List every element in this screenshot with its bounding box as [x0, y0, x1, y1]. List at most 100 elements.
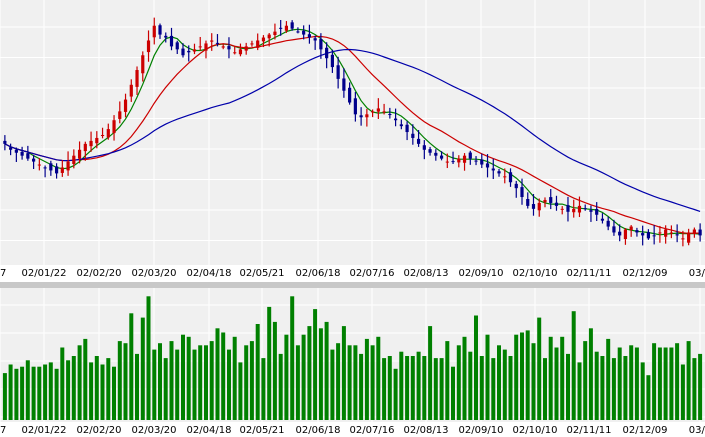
volume-bar	[307, 326, 312, 420]
candle-body	[641, 233, 645, 236]
volume-bar	[566, 353, 570, 420]
candle-body	[669, 232, 673, 234]
candle-body	[215, 42, 220, 44]
volume-bar	[675, 343, 680, 420]
candle-body	[32, 158, 36, 162]
volume-bar	[71, 356, 76, 420]
volume-bar	[152, 349, 157, 420]
panel-separator	[0, 282, 705, 288]
x-tick-label: 02/02/20	[77, 268, 122, 279]
candle-body	[520, 187, 524, 198]
volume-bar	[232, 336, 237, 420]
price-panel-background	[0, 0, 705, 265]
candle-body	[43, 167, 47, 169]
candle-body	[468, 152, 472, 159]
candle-body	[428, 149, 432, 153]
candle-body	[210, 40, 214, 42]
x-tick-label: 02/04/18	[187, 268, 232, 279]
volume-bar	[456, 345, 461, 420]
volume-bar	[204, 345, 208, 420]
volume-bar	[629, 345, 634, 420]
price-x-axis-labels: 7 02/01/22 02/02/20 02/03/20 02/04/18 02/05/2…	[0, 268, 705, 279]
candle-body	[623, 229, 628, 240]
volume-bar	[186, 336, 191, 420]
volume-bar	[181, 334, 185, 420]
x-tick-label: 02/01/22	[22, 425, 67, 436]
candle-body	[508, 172, 513, 183]
volume-bar	[606, 338, 611, 420]
volume-bar	[537, 317, 542, 420]
volume-bar	[376, 336, 381, 420]
volume-bar	[77, 345, 82, 420]
volume-bar	[89, 362, 94, 420]
volume-bar	[387, 356, 392, 420]
volume-bar	[600, 356, 605, 420]
volume-bar	[617, 347, 622, 420]
candle-body	[129, 84, 133, 97]
volume-bar	[66, 360, 71, 420]
candle-body	[411, 133, 415, 138]
candle-body	[100, 135, 105, 136]
volume-bar	[227, 349, 231, 420]
candle-body	[365, 114, 369, 118]
candle-body	[66, 161, 70, 171]
volume-bar	[474, 315, 478, 420]
volume-bar	[439, 358, 444, 420]
candle-body	[302, 30, 306, 35]
volume-bar	[611, 358, 616, 420]
volume-bar	[462, 336, 467, 420]
candle-body	[313, 38, 317, 41]
candle-body	[583, 208, 587, 210]
volume-bar	[341, 326, 346, 420]
candle-body	[296, 31, 300, 33]
candle-body	[192, 49, 197, 52]
x-tick-label: 02/10/10	[513, 425, 558, 436]
candle-body	[577, 205, 582, 213]
candle-body	[652, 235, 656, 237]
volume-bar	[502, 349, 507, 420]
volume-bar	[497, 345, 501, 420]
volume-bar	[163, 358, 168, 420]
volume-bar	[577, 362, 582, 420]
x-tick-label: 02/12/09	[623, 268, 668, 279]
candle-body	[279, 27, 283, 29]
volume-bar	[508, 356, 513, 420]
candle-body	[158, 25, 162, 35]
volume-bar	[244, 345, 249, 420]
candle-body	[250, 43, 254, 45]
x-tick-label: 02/12/09	[623, 425, 668, 436]
candle-body	[537, 202, 541, 211]
candle-body	[566, 205, 570, 212]
volume-panel-background	[0, 288, 705, 422]
volume-bar	[198, 345, 203, 420]
candle-body	[485, 163, 490, 168]
volume-bar	[209, 341, 214, 420]
volume-bar	[330, 349, 335, 420]
volume-bar	[169, 341, 174, 420]
candle-body	[514, 183, 518, 189]
volume-bar	[560, 336, 565, 420]
x-tick-label: 02/08/13	[404, 268, 449, 279]
volume-bar	[416, 351, 421, 420]
volume-bar	[8, 364, 13, 420]
volume-bar	[594, 351, 599, 420]
candle-body	[600, 218, 605, 221]
candle-body	[526, 199, 530, 206]
x-tick-label: 02/08/13	[404, 425, 449, 436]
volume-bar	[640, 362, 645, 420]
candle-body	[629, 226, 633, 230]
candle-body	[83, 143, 87, 152]
candle-body	[54, 166, 59, 174]
volume-bar	[370, 345, 375, 420]
candle-body	[612, 226, 616, 233]
candle-body	[399, 124, 403, 127]
candle-body	[405, 124, 409, 133]
x-tick-label: 02/11/11	[567, 425, 612, 436]
x-tick-label: 02/05/21	[240, 268, 285, 279]
volume-bar	[301, 334, 306, 420]
candle-body	[307, 34, 312, 38]
candle-body	[175, 42, 179, 50]
candle-body	[60, 167, 64, 173]
candle-body	[233, 52, 237, 54]
volume-bar	[106, 358, 111, 420]
